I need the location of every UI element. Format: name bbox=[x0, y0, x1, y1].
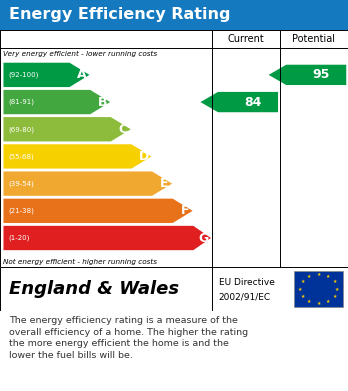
Text: (1-20): (1-20) bbox=[9, 235, 30, 241]
Polygon shape bbox=[3, 63, 89, 87]
Text: ★: ★ bbox=[316, 301, 321, 305]
Text: ★: ★ bbox=[300, 294, 304, 298]
Polygon shape bbox=[269, 65, 346, 85]
Text: F: F bbox=[181, 204, 189, 217]
Text: Potential: Potential bbox=[292, 34, 335, 44]
Text: ★: ★ bbox=[298, 287, 302, 292]
Text: (69-80): (69-80) bbox=[9, 126, 35, 133]
Text: A: A bbox=[77, 68, 87, 81]
Text: EU Directive: EU Directive bbox=[219, 278, 275, 287]
Polygon shape bbox=[200, 92, 278, 112]
Text: Current: Current bbox=[227, 34, 264, 44]
Text: ★: ★ bbox=[307, 274, 311, 279]
Text: ★: ★ bbox=[335, 287, 339, 292]
Polygon shape bbox=[3, 172, 172, 196]
Text: (81-91): (81-91) bbox=[9, 99, 35, 105]
Text: B: B bbox=[98, 95, 107, 109]
Text: ★: ★ bbox=[316, 273, 321, 278]
Polygon shape bbox=[3, 226, 211, 250]
Text: ★: ★ bbox=[325, 274, 330, 279]
Text: ★: ★ bbox=[332, 280, 337, 285]
Text: 95: 95 bbox=[313, 68, 330, 81]
Text: Very energy efficient - lower running costs: Very energy efficient - lower running co… bbox=[3, 50, 158, 57]
Text: The energy efficiency rating is a measure of the
overall efficiency of a home. T: The energy efficiency rating is a measur… bbox=[9, 316, 248, 360]
Text: (92-100): (92-100) bbox=[9, 72, 39, 78]
Text: 84: 84 bbox=[244, 95, 262, 109]
Text: Not energy efficient - higher running costs: Not energy efficient - higher running co… bbox=[3, 258, 158, 265]
Text: C: C bbox=[119, 123, 128, 136]
Polygon shape bbox=[3, 90, 110, 114]
Text: (21-38): (21-38) bbox=[9, 208, 34, 214]
Text: ★: ★ bbox=[325, 299, 330, 304]
Text: (39-54): (39-54) bbox=[9, 180, 34, 187]
Polygon shape bbox=[3, 199, 193, 223]
Text: ★: ★ bbox=[300, 280, 304, 285]
Polygon shape bbox=[3, 144, 151, 169]
Polygon shape bbox=[3, 117, 131, 142]
Text: Energy Efficiency Rating: Energy Efficiency Rating bbox=[9, 7, 230, 23]
Bar bbox=[294, 271, 343, 307]
Text: ★: ★ bbox=[307, 299, 311, 304]
Text: England & Wales: England & Wales bbox=[9, 280, 179, 298]
Text: D: D bbox=[139, 150, 149, 163]
Text: 2002/91/EC: 2002/91/EC bbox=[219, 292, 271, 301]
Text: (55-68): (55-68) bbox=[9, 153, 34, 160]
Text: ★: ★ bbox=[332, 294, 337, 298]
Text: E: E bbox=[160, 177, 169, 190]
Text: G: G bbox=[198, 231, 208, 244]
